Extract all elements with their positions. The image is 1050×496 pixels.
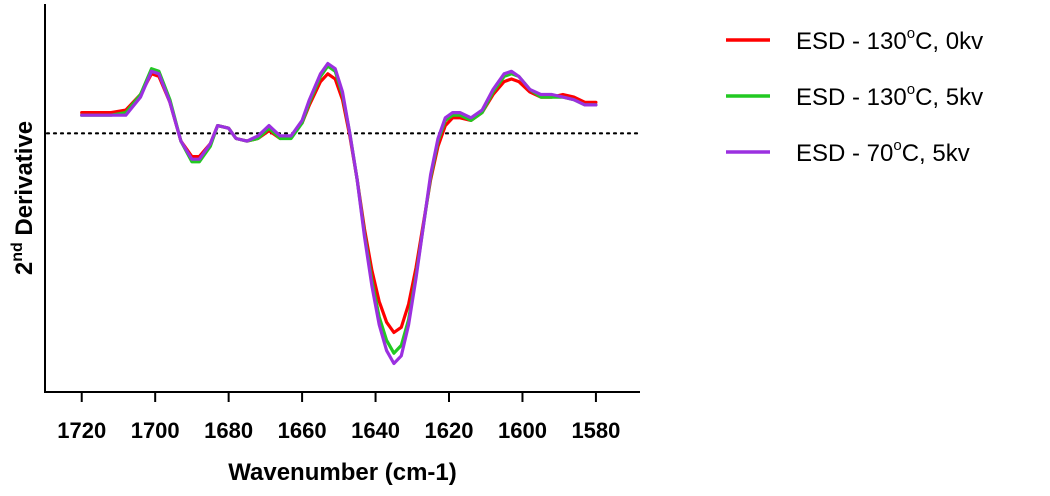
- series-line-2: [80, 64, 598, 355]
- x-tick-label: 1640: [351, 418, 400, 443]
- x-tick-label: 1580: [571, 418, 620, 443]
- x-tick-label: 1660: [278, 418, 327, 443]
- y-axis-title: 2nd Derivative: [9, 121, 38, 275]
- legend-label-2: ESD - 130oC, 5kv: [796, 81, 983, 111]
- legend-label-3: ESD - 70oC, 5kv: [796, 137, 970, 167]
- series-line-3: [80, 61, 598, 366]
- x-axis-title: Wavenumber (cm-1): [228, 459, 457, 486]
- x-tick-label: 1720: [57, 418, 106, 443]
- legend-label-1: ESD - 130oC, 0kv: [796, 25, 983, 55]
- x-tick-label: 1600: [498, 418, 547, 443]
- x-tick-label: 1620: [425, 418, 474, 443]
- x-tick-label: 1680: [204, 418, 253, 443]
- y-axis-title-sup: nd: [9, 242, 26, 262]
- series-group: [80, 61, 598, 366]
- y-axis-title-base: 2: [11, 262, 38, 275]
- legend: ESD - 130oC, 0kv ESD - 130oC, 5kv ESD - 70…: [726, 25, 983, 167]
- x-tick-label: 1700: [131, 418, 180, 443]
- y-axis-title-rest: Derivative: [11, 121, 38, 242]
- series-line-1: [80, 72, 598, 335]
- x-axis: 1720 1700 1680 1660 1640 1620 1600 1580: [44, 391, 640, 443]
